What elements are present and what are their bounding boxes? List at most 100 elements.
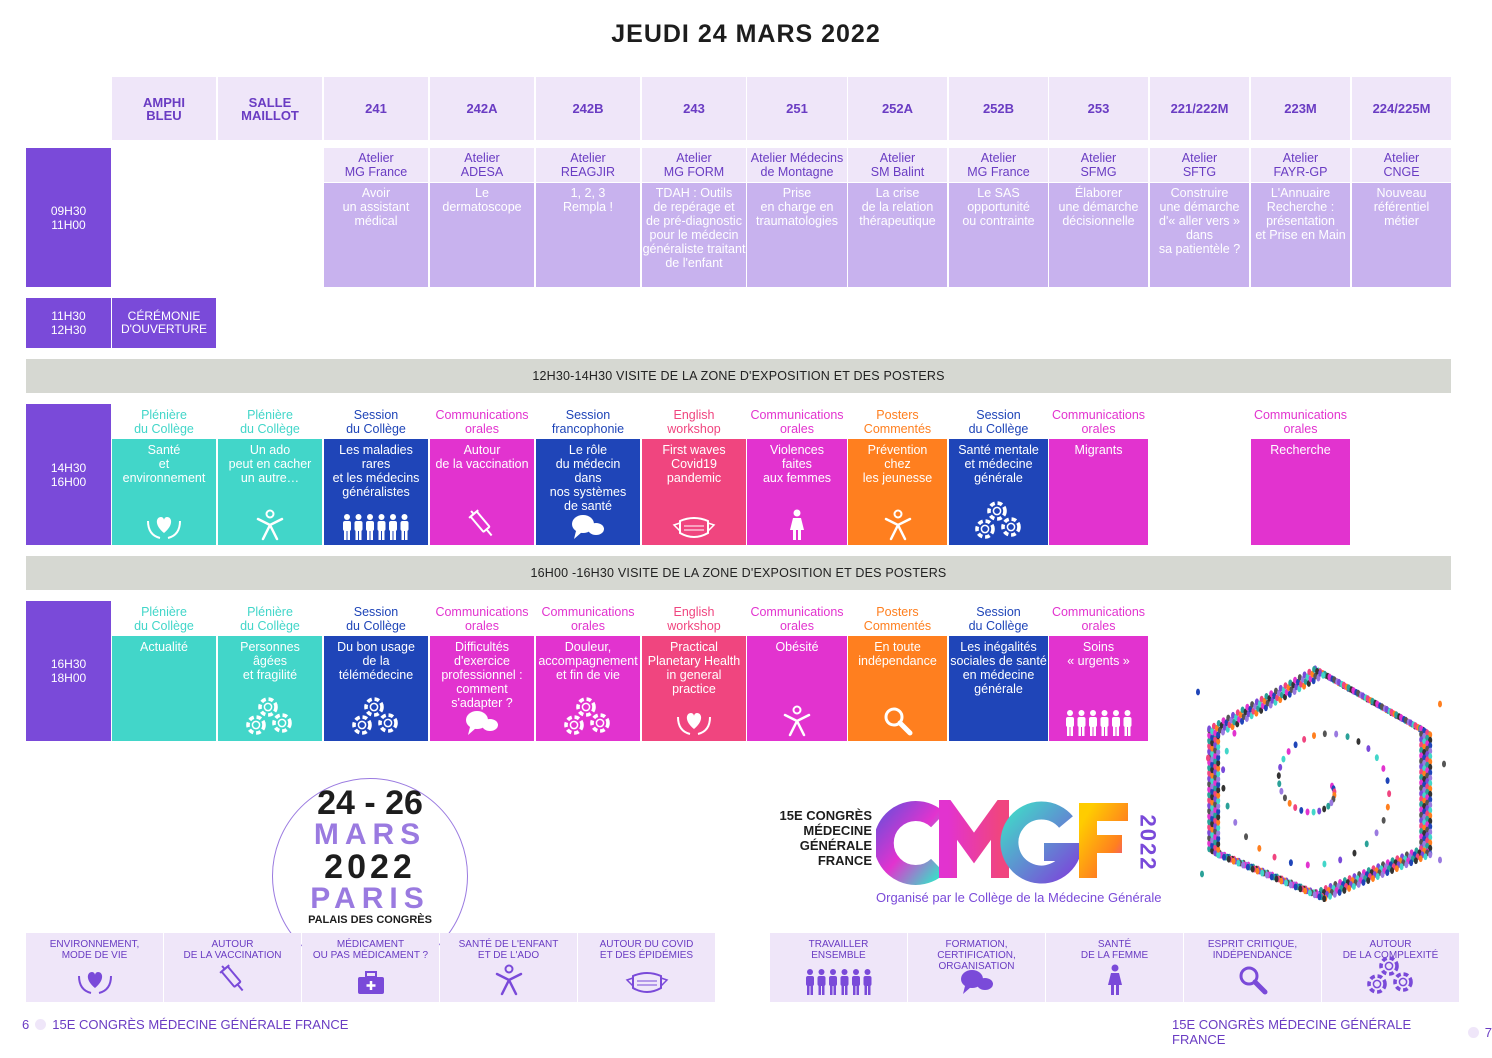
crowd-figure — [1210, 734, 1215, 741]
crowd-figure — [1207, 748, 1212, 755]
session-type: Communications orales — [541, 605, 635, 633]
crowd-figure — [1298, 885, 1303, 893]
syringe-icon — [430, 507, 534, 541]
crowd-figure — [1425, 745, 1430, 753]
crowd-figure — [1293, 804, 1298, 811]
workshop-organiser: Atelier SFMG — [1049, 148, 1148, 182]
session-type: Plénière du Collège — [240, 605, 300, 633]
crowd-figure — [1293, 883, 1298, 891]
crowd-figure — [1428, 742, 1433, 749]
crowd-figure — [1341, 681, 1346, 689]
crowd-figure — [1207, 780, 1212, 788]
time-slot-afternoon-2: 16H30 18H00 — [26, 601, 111, 741]
crowd-figure — [1207, 834, 1212, 842]
theme-item: SANTÉ DE LA FEMME — [1046, 933, 1183, 1002]
dates-month: MARS — [313, 818, 427, 851]
crowd-figure — [1419, 725, 1424, 733]
crowd-figure — [1213, 833, 1218, 840]
room-header: 241 — [324, 77, 428, 140]
crowd-figure — [1259, 695, 1264, 703]
crowd-figure — [1216, 846, 1221, 853]
crowd-figure — [1210, 842, 1215, 849]
crowd-figure — [1428, 828, 1433, 836]
crowd-figure — [1381, 765, 1386, 772]
crowd-figure — [1425, 751, 1430, 758]
crowd-figure — [1302, 735, 1307, 743]
room-header: 223M — [1251, 77, 1350, 140]
session-block: En toute indépendance — [848, 636, 947, 741]
crowd-figure — [1213, 752, 1218, 759]
crowd-figure — [1269, 690, 1274, 698]
mask-icon — [642, 515, 746, 541]
crowd-figure — [1419, 730, 1424, 738]
theme-item: FORMATION, CERTIFICATION, ORGANISATION — [908, 933, 1045, 1002]
crowd-figure — [1221, 784, 1226, 792]
session-block: Santé et environnement — [112, 439, 216, 545]
crowd-figure — [1422, 824, 1427, 832]
crowd-figure — [1207, 764, 1212, 772]
crowd-figure — [1422, 797, 1427, 805]
theme-label: AUTOUR DE LA VACCINATION — [183, 939, 282, 961]
crowd-figure — [1207, 845, 1212, 853]
crowd-figure — [1207, 791, 1212, 799]
crowd-figure — [1207, 775, 1212, 782]
crowd-figure — [1356, 738, 1361, 745]
crowd-figure — [1264, 693, 1269, 700]
session-block: Les inégalités sociales de santé en méde… — [949, 636, 1048, 741]
session-block: Difficultés d'exercice professionnel : c… — [430, 636, 534, 741]
footer-dot-right — [1468, 1026, 1479, 1038]
crowd-figure — [1207, 742, 1212, 750]
crowd-figure — [1213, 779, 1218, 786]
crowd-figure — [1213, 806, 1218, 813]
room-header: 251 — [747, 77, 847, 140]
crowd-figure — [1282, 794, 1287, 802]
woman-icon — [1046, 964, 1183, 996]
crowd-figure — [1286, 748, 1291, 755]
session-block: Practical Planetary Health in general pr… — [642, 636, 746, 741]
session-title: Les inégalités sociales de santé en méde… — [950, 640, 1047, 696]
workshop-topic: TDAH : Outils de repérage et de pré-diag… — [642, 183, 746, 287]
crowd-figure — [1278, 763, 1283, 771]
crowd-figure — [1264, 871, 1269, 879]
crowd-figure — [1273, 687, 1278, 695]
session-title: Obésité — [775, 640, 819, 654]
session-block: Actualité — [112, 636, 216, 741]
crowd-figure — [1297, 674, 1302, 681]
session-block: Douleur, accompagnement et fin de vie — [536, 636, 640, 741]
gears-icon — [536, 697, 640, 737]
crowd-figure — [1428, 774, 1433, 782]
dates-venue: PALAIS DES CONGRÈS — [308, 914, 432, 926]
time-slot-midday: 11H30 12H30 — [26, 298, 111, 348]
exhibition-break-1: 12H30-14H30 VISITE DE LA ZONE D'EXPOSITI… — [26, 359, 1451, 393]
crowd-figure — [1425, 794, 1430, 801]
workshop-topic: Avoir un assistant médical — [324, 183, 428, 287]
crowd-figure — [1422, 727, 1427, 735]
crowd-figure — [1425, 778, 1430, 785]
footer-left: 6 15E CONGRÈS MÉDECINE GÉNÉRALE FRANCE — [22, 1017, 348, 1032]
session-type: Plénière du Collège — [134, 605, 194, 633]
crowd-figure — [1241, 861, 1246, 869]
crowd-figure — [1425, 810, 1430, 818]
crowd-figure — [1332, 891, 1337, 898]
crowd-figure — [1428, 801, 1433, 809]
crowd-figure — [1245, 703, 1250, 711]
congress-line-2: MÉDECINE — [803, 823, 872, 838]
crowd-figure — [1213, 773, 1218, 781]
heart-hands-icon — [642, 707, 746, 737]
page-number-right: 7 — [1484, 1024, 1492, 1040]
crowd-figure — [1384, 705, 1389, 713]
crowd-figure — [1210, 825, 1215, 833]
crowd-figure — [1385, 869, 1390, 877]
crowd-figure — [1303, 887, 1308, 895]
workshop-topic: Prise en charge en traumatologies — [747, 183, 847, 287]
crowd-figure — [1210, 820, 1215, 828]
person-icon — [848, 509, 947, 541]
crowd-figure — [1375, 873, 1380, 880]
crowd-figure — [1274, 875, 1279, 883]
session-type: Communications orales — [1051, 605, 1146, 633]
crowd-figure — [1389, 708, 1394, 716]
crowd-figure — [1428, 747, 1433, 755]
crowd-figure — [1216, 802, 1221, 810]
crowd-figure — [1213, 827, 1218, 835]
session-block: Les maladies rares et les médecins génér… — [324, 439, 428, 545]
